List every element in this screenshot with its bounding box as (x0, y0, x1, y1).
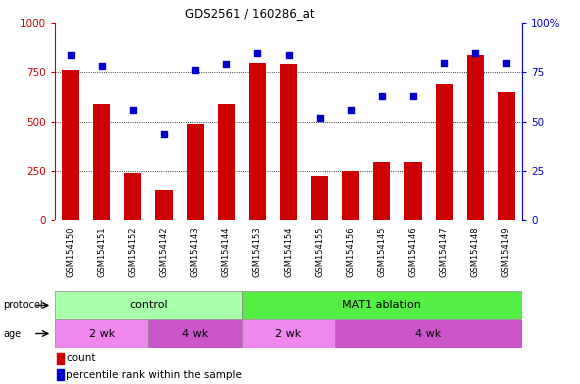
Bar (342, 171, 360, 220)
Text: 2 wk: 2 wk (89, 328, 115, 339)
Bar (335, 319, 522, 348)
Text: GSM154152: GSM154152 (128, 226, 137, 276)
Bar (249, 63, 266, 220)
Text: MAT1 ablation: MAT1 ablation (343, 300, 421, 311)
Point (377, 93, 386, 99)
Bar (467, 55, 484, 220)
Bar (374, 162, 390, 220)
Text: GSM154147: GSM154147 (440, 226, 449, 277)
Text: GSM154144: GSM154144 (222, 226, 231, 276)
Bar (56, 369, 63, 380)
Bar (55, 291, 242, 319)
Text: age: age (3, 328, 21, 339)
Point (440, 60, 449, 66)
Text: 4 wk: 4 wk (182, 328, 208, 339)
Point (284, 51, 293, 58)
Point (502, 60, 511, 66)
Point (253, 50, 262, 56)
Point (315, 115, 324, 121)
Bar (93, 104, 110, 220)
Text: control: control (129, 300, 168, 311)
Text: GSM154151: GSM154151 (97, 226, 106, 276)
Text: GSM154154: GSM154154 (284, 226, 293, 276)
Point (128, 107, 137, 113)
Text: GSM154145: GSM154145 (378, 226, 386, 276)
Bar (280, 65, 297, 220)
Bar (311, 176, 328, 220)
Text: GSM154143: GSM154143 (191, 226, 200, 277)
Text: GDS2561 / 160286_at: GDS2561 / 160286_at (184, 7, 314, 20)
Bar (187, 124, 204, 220)
Bar (56, 353, 63, 364)
Point (66, 51, 75, 58)
Text: percentile rank within the sample: percentile rank within the sample (66, 370, 242, 380)
Point (190, 67, 200, 73)
Bar (404, 162, 422, 220)
Bar (62, 70, 79, 220)
Bar (242, 291, 522, 319)
Point (408, 93, 418, 99)
Text: GSM154148: GSM154148 (471, 226, 480, 277)
Text: GSM154150: GSM154150 (66, 226, 75, 276)
Bar (242, 319, 335, 348)
Text: protocol: protocol (3, 300, 42, 311)
Point (160, 131, 169, 137)
Bar (218, 104, 235, 220)
Text: 2 wk: 2 wk (276, 328, 302, 339)
Point (222, 61, 231, 68)
Point (470, 50, 480, 56)
Bar (498, 92, 515, 220)
Bar (55, 319, 148, 348)
Point (346, 107, 356, 113)
Text: GSM154142: GSM154142 (160, 226, 169, 276)
Text: GSM154146: GSM154146 (408, 226, 418, 277)
Bar (124, 173, 142, 220)
Bar (155, 190, 173, 220)
Text: GSM154156: GSM154156 (346, 226, 356, 277)
Text: GSM154149: GSM154149 (502, 226, 511, 276)
Bar (148, 319, 242, 348)
Bar (436, 84, 453, 220)
Text: count: count (66, 353, 96, 364)
Text: 4 wk: 4 wk (415, 328, 442, 339)
Text: GSM154155: GSM154155 (315, 226, 324, 276)
Text: GSM154153: GSM154153 (253, 226, 262, 277)
Point (97, 63, 107, 70)
